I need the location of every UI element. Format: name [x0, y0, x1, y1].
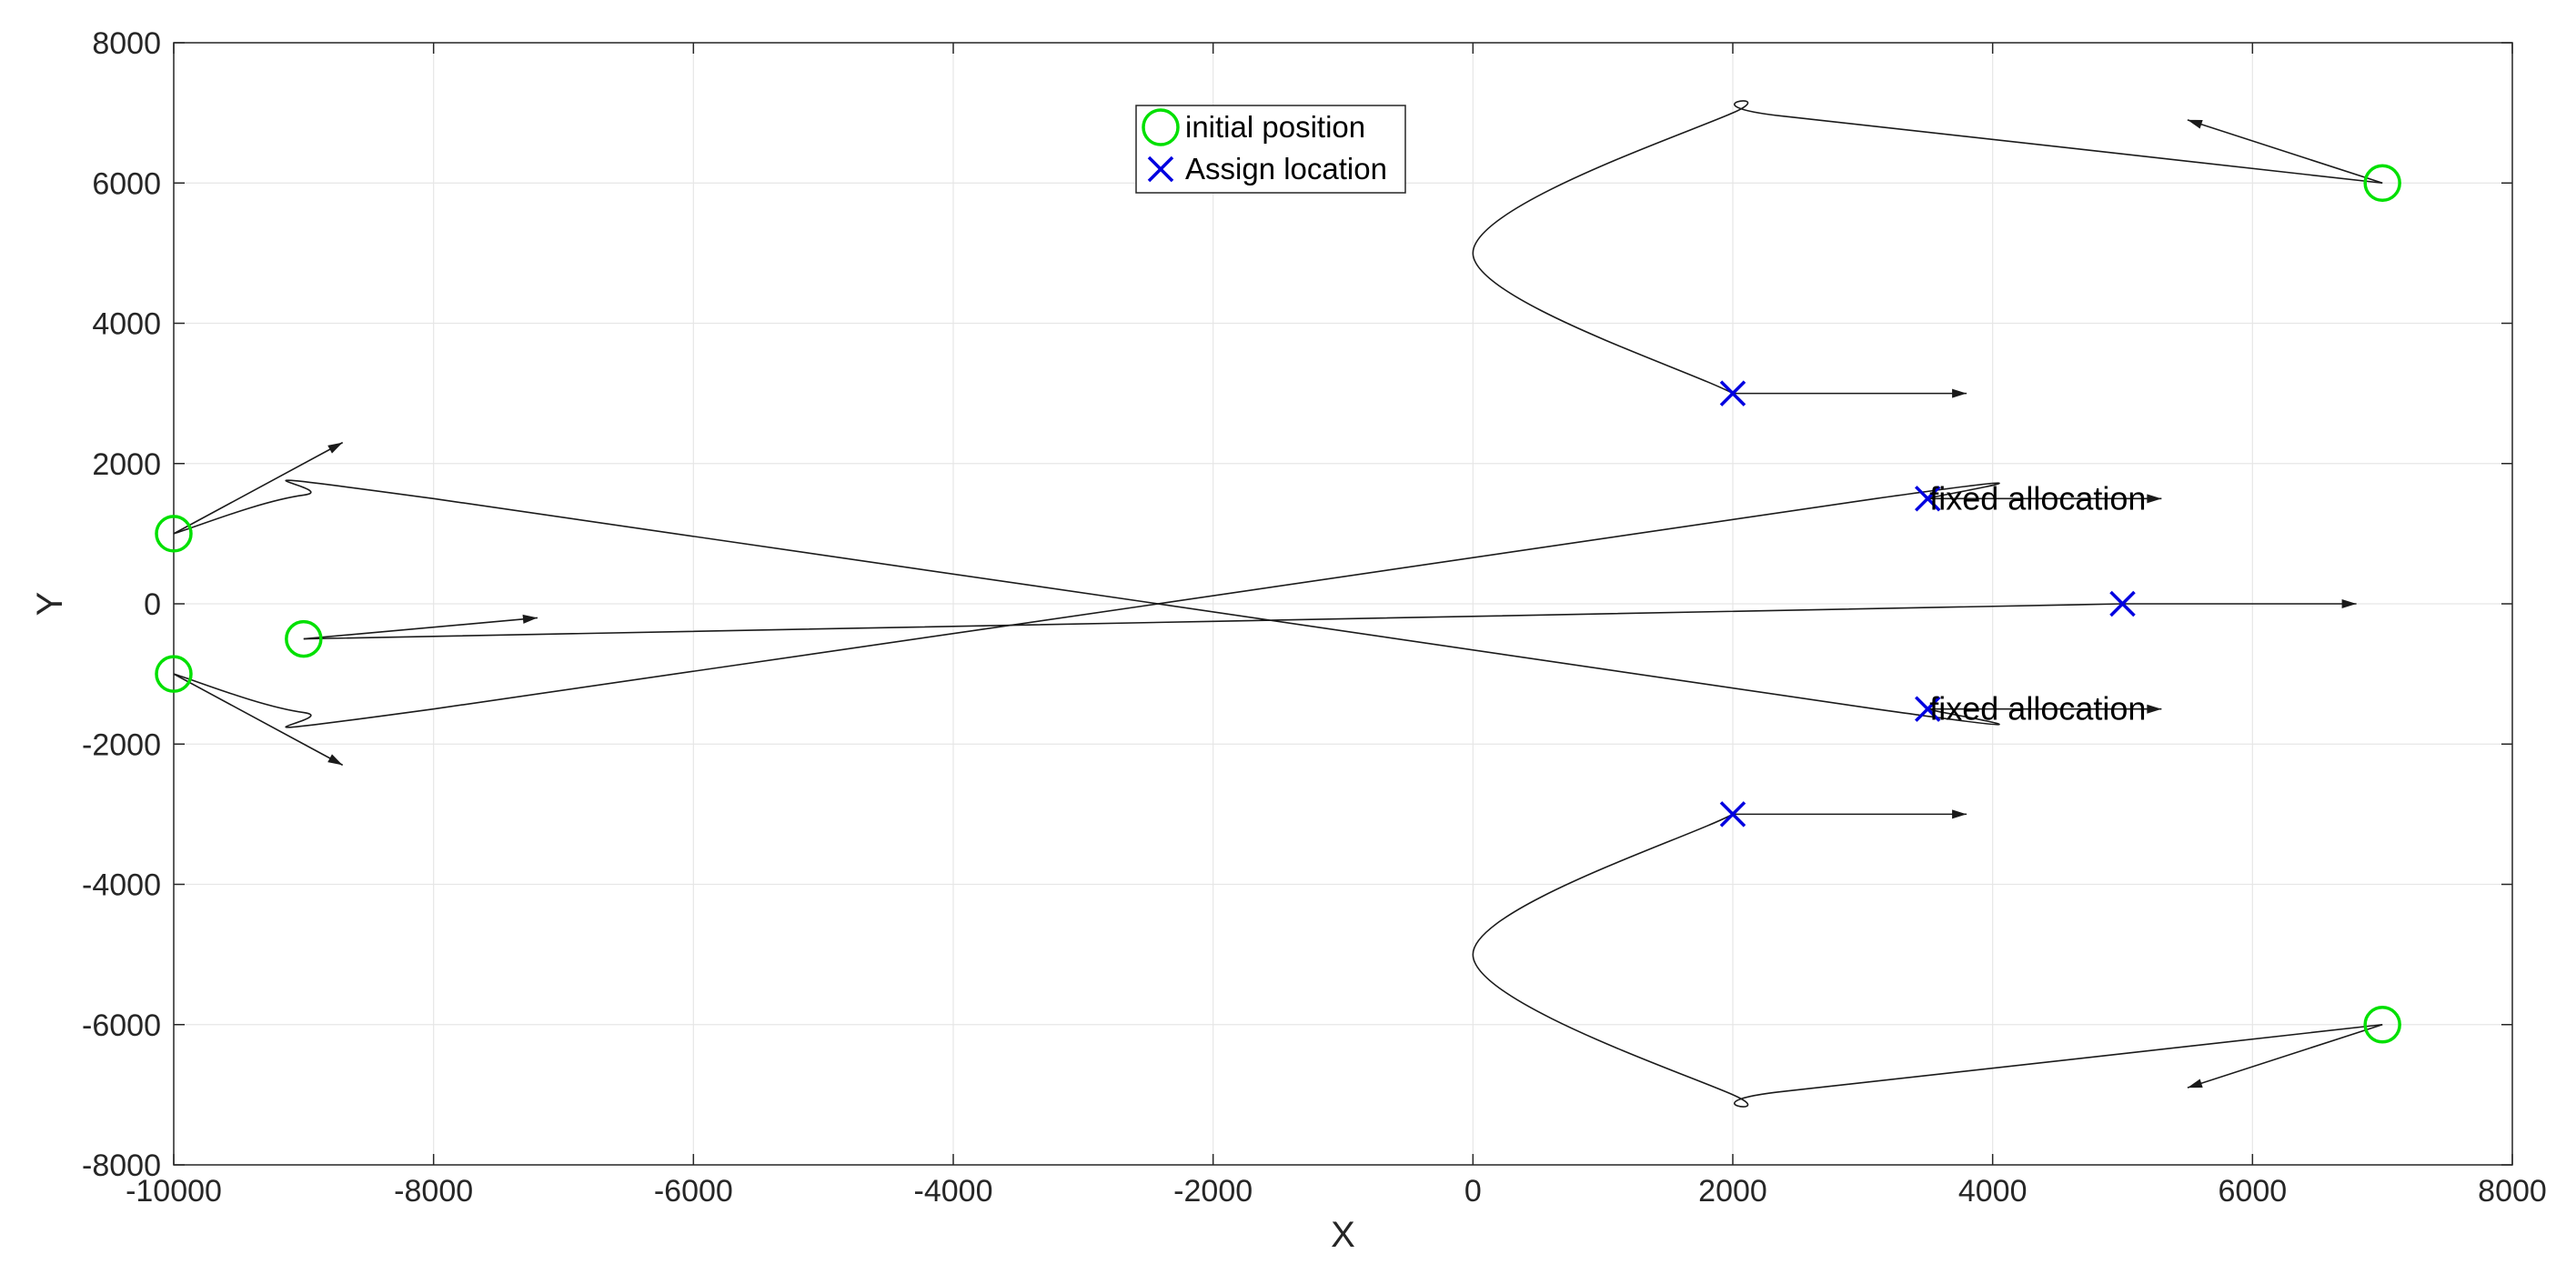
arrow-head	[2341, 599, 2357, 608]
x-stroke	[1719, 801, 1746, 828]
legend: initial position Assign location	[1135, 105, 1406, 194]
heading-arrows	[173, 119, 2383, 1088]
annotation-label: fixed allocation	[1929, 690, 2146, 727]
x-tick-label: -6000	[654, 1174, 733, 1209]
trajectory-path	[303, 603, 2123, 640]
x-tick-label: -10000	[126, 1174, 222, 1209]
y-tick-label: 4000	[92, 307, 161, 342]
x-stroke	[2109, 590, 2136, 617]
axis-ticks: -10000 -8000 -6000 -4000 -2000 0 2000 4000 6000 8…	[82, 26, 2547, 1209]
arrow-shaft	[173, 673, 344, 767]
x-stroke	[1915, 486, 1941, 512]
legend-box	[1135, 105, 1406, 194]
arrow-head	[327, 754, 343, 766]
y-tick-label: 6000	[92, 166, 161, 201]
trajectory-path	[1472, 100, 2383, 395]
markers	[155, 164, 2401, 1044]
x-stroke	[1915, 696, 1941, 722]
arrow-head	[1952, 388, 1967, 398]
arrow-head	[522, 614, 538, 624]
y-tick-label: 0	[144, 587, 161, 622]
initial-position-marker	[285, 619, 323, 658]
x-stroke	[1147, 155, 1174, 183]
arrow-head	[2187, 119, 2203, 129]
y-tick-label: 2000	[92, 447, 161, 482]
arrow-head	[327, 442, 343, 454]
trajectory-paths	[173, 100, 2383, 1108]
annotation-label: fixed allocation	[1929, 479, 2146, 517]
arrow-shaft	[303, 617, 538, 640]
initial-position-marker	[155, 655, 193, 693]
arrow-shaft	[2187, 1023, 2383, 1088]
x-tick-label: -2000	[1173, 1174, 1253, 1209]
x-tick-label: 6000	[2219, 1174, 2288, 1209]
x-stroke	[1719, 380, 1746, 406]
arrow-shaft	[173, 441, 344, 535]
initial-position-marker	[2363, 1006, 2401, 1044]
legend-circle-icon	[1142, 108, 1180, 146]
trajectory-path	[173, 479, 2000, 726]
y-axis-label: Y	[30, 592, 70, 617]
x-tick-label: 0	[1464, 1174, 1482, 1209]
y-tick-label: 8000	[92, 26, 161, 61]
initial-position-marker	[155, 515, 193, 553]
x-tick-label: 2000	[1698, 1174, 1767, 1209]
initial-position-marker	[2363, 164, 2401, 202]
x-tick-label: -8000	[394, 1174, 473, 1209]
x-tick-label: -4000	[914, 1174, 993, 1209]
y-tick-label: -2000	[82, 727, 161, 762]
arrow-head	[2147, 704, 2162, 714]
arrow-head	[2187, 1078, 2203, 1088]
legend-x-icon	[1147, 155, 1174, 183]
annotations: fixed allocation fixed allocation	[1929, 479, 2146, 727]
legend-entry-label: initial position	[1185, 110, 1365, 144]
x-tick-label: 4000	[1958, 1174, 2028, 1209]
arrow-shaft	[2187, 119, 2383, 185]
assign-location-marker	[1915, 486, 1941, 512]
legend-entry-label: Assign location	[1185, 152, 1387, 186]
assign-location-marker	[1719, 380, 1746, 406]
y-tick-label: -8000	[82, 1149, 161, 1183]
assign-location-marker	[2109, 590, 2136, 617]
assign-location-marker	[1915, 696, 1941, 722]
assign-location-marker	[1719, 801, 1746, 828]
arrow-head	[2147, 494, 2162, 504]
x-tick-label: 8000	[2478, 1174, 2547, 1209]
y-tick-label: -6000	[82, 1008, 161, 1043]
trajectory-path	[173, 482, 2000, 728]
x-axis-label: X	[1331, 1215, 1355, 1255]
arrow-head	[1952, 809, 1967, 819]
y-tick-label: -4000	[82, 868, 161, 903]
trajectory-path	[1472, 813, 2383, 1108]
